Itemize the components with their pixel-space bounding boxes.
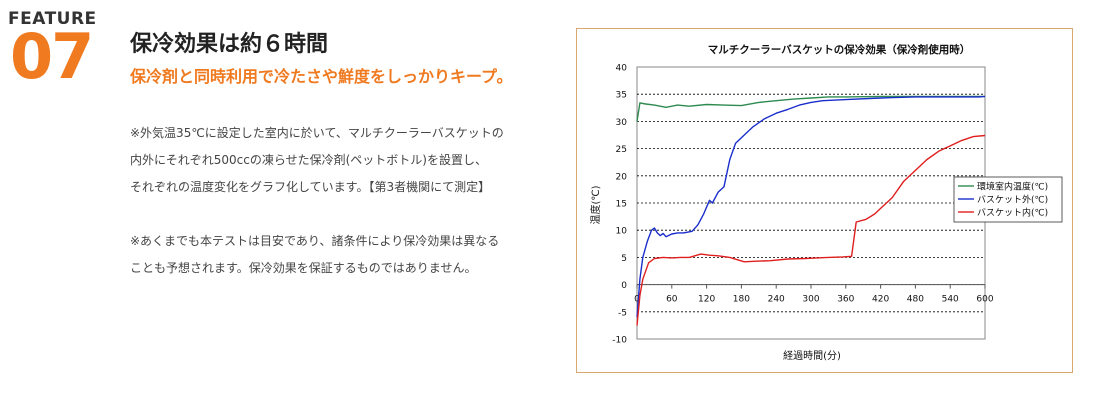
y-tick-label: 30 — [616, 118, 628, 128]
y-tick-label: -10 — [612, 336, 627, 346]
y-tick-label: 0 — [621, 281, 627, 291]
x-tick-label: 120 — [698, 295, 715, 305]
y-tick-label: 10 — [616, 227, 628, 237]
x-tick-label: 60 — [666, 295, 678, 305]
x-tick-label: 240 — [768, 295, 785, 305]
x-tick-label: 600 — [976, 295, 993, 305]
y-tick-label: 5 — [621, 254, 627, 264]
series-line-3 — [636, 134, 986, 326]
x-tick-label: 480 — [907, 295, 924, 305]
feature-subtitle: 保冷剤と同時利用で冷たさや鮮度をしっかりキープ。 — [130, 67, 513, 86]
disclaimer-line: ことも予想されます。保冷効果を保証するものではありません。 — [130, 261, 477, 275]
legend-label: バスケット外(℃) — [977, 194, 1048, 206]
chart-y-axis-label: 温度(℃) — [589, 185, 602, 224]
x-tick-label: 180 — [733, 295, 750, 305]
y-tick-label: -5 — [618, 308, 627, 318]
series-line-1 — [636, 95, 985, 122]
feature-title: 保冷効果は約６時間 — [130, 32, 329, 57]
y-tick-label: 20 — [616, 172, 628, 182]
y-tick-label: 25 — [616, 145, 627, 155]
x-tick-label: 360 — [837, 295, 854, 305]
chart-x-axis-label: 経過時間(分) — [783, 349, 841, 362]
description-line: ※外気温35℃に設定した室内に於いて、マルチクーラーバスケットの — [130, 126, 504, 140]
temperature-chart: マルチクーラーバスケットの保冷効果（保冷剤使用時） 温度(℃) 経過時間(分) … — [589, 43, 1063, 362]
y-tick-label: 15 — [616, 200, 627, 210]
series-line-2 — [636, 95, 986, 318]
y-tick-label: 40 — [616, 64, 628, 74]
x-tick-label: 300 — [802, 295, 819, 305]
y-tick-label: 35 — [616, 91, 627, 101]
x-tick-label: 420 — [872, 295, 889, 305]
legend-label: バスケット内(℃) — [977, 207, 1048, 219]
disclaimer-line: ※あくまでも本テストは目安であり、諸条件により保冷効果は異なる — [130, 234, 500, 248]
chart-title: マルチクーラーバスケットの保冷効果（保冷剤使用時） — [708, 43, 970, 56]
feature-label: FEATURE — [8, 9, 97, 29]
x-tick-label: 0 — [634, 295, 640, 305]
x-tick-label: 540 — [942, 295, 959, 305]
description-line: 内外にそれぞれ500ccの凍らせた保冷剤(ペットボトル)を設置し、 — [130, 153, 487, 167]
feature-badge: FEATURE 07 — [8, 9, 103, 93]
chart-frame: マルチクーラーバスケットの保冷効果（保冷剤使用時） 温度(℃) 経過時間(分) … — [576, 28, 1073, 373]
description-line: それぞれの温度変化をグラフ化しています。【第3者機関にて測定】 — [130, 180, 491, 194]
legend-label: 環境室内温度(℃) — [977, 181, 1048, 193]
feature-number: 07 — [10, 20, 94, 93]
description: ※外気温35℃に設定した室内に於いて、マルチクーラーバスケットの 内外にそれぞれ… — [130, 120, 560, 282]
